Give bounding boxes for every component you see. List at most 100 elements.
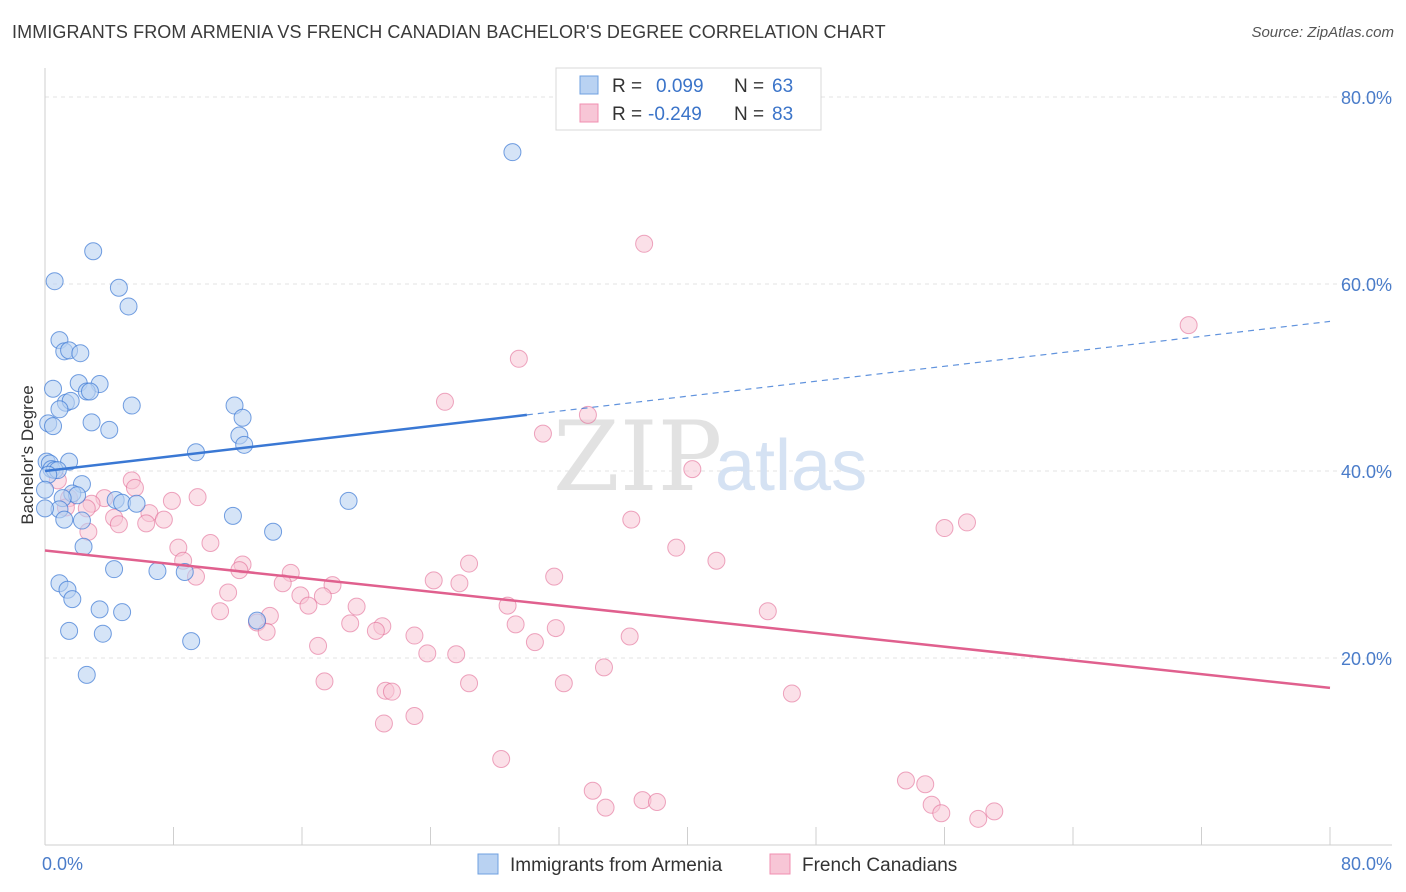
armenia-point-49: [148, 562, 167, 581]
french-point-21: [154, 510, 173, 529]
armenia-point-19: [233, 408, 252, 427]
french-point-61: [418, 644, 437, 663]
french-point-45: [347, 597, 366, 616]
french-point-57: [405, 626, 424, 645]
french-canadians-points: [48, 234, 1198, 828]
armenia-point-4: [119, 297, 138, 316]
bottom-legend-label-armenia: Immigrants from Armenia: [510, 855, 723, 876]
french-point-56: [366, 621, 385, 640]
french-point-42: [313, 587, 332, 606]
french-point-38: [424, 571, 443, 590]
armenia-point-50: [175, 562, 194, 581]
legend-r-label-french: R =: [612, 104, 642, 125]
french-point-58: [620, 627, 639, 646]
armenia-point-60: [77, 665, 96, 684]
trend-lines: [44, 320, 1331, 690]
french-point-73: [916, 775, 935, 794]
armenia-points: [36, 143, 522, 684]
french-point-65: [460, 674, 479, 693]
armenia-point-8: [71, 344, 90, 363]
french-point-53: [506, 615, 525, 634]
french-point-78: [647, 792, 666, 811]
french-point-24: [957, 513, 976, 532]
french-point-5: [533, 424, 552, 443]
source-credit: Source: ZipAtlas.com: [1251, 24, 1394, 41]
armenia-point-1: [84, 242, 103, 261]
french-point-54: [546, 619, 565, 638]
french-point-26: [201, 533, 220, 552]
x-tick-label-0: 0.0%: [42, 854, 83, 874]
armenia-point-62: [36, 480, 54, 499]
legend-r-value-armenia: 0.099: [656, 76, 704, 97]
french-point-22: [622, 510, 641, 529]
french-point-19: [137, 514, 156, 533]
grid-lines: [45, 96, 1392, 659]
french-point-70: [405, 706, 424, 725]
french-point-43: [450, 574, 469, 593]
legend-n-value-armenia: 63: [772, 76, 793, 97]
x-tick-label-1: 80.0%: [1341, 854, 1392, 874]
french-point-3: [435, 392, 454, 411]
french-point-29: [460, 554, 479, 573]
armenia-point-56: [248, 611, 267, 630]
armenia-point-47: [74, 537, 93, 556]
armenia-point-11: [44, 379, 63, 398]
french-point-20: [109, 515, 128, 534]
legend-r-label-armenia: R =: [612, 76, 642, 97]
armenia-point-58: [93, 624, 112, 643]
french-point-64: [315, 672, 334, 691]
tick-labels: 20.0% 40.0% 60.0% 80.0% 0.0% 80.0%: [42, 88, 1392, 874]
bottom-legend-label-french: French Canadians: [802, 855, 957, 876]
french-trend-line: [44, 549, 1331, 690]
french-point-71: [374, 714, 393, 733]
armenia-point-16: [122, 396, 141, 415]
armenia-point-55: [113, 603, 132, 622]
french-point-76: [596, 798, 615, 817]
french-point-69: [782, 684, 801, 703]
legend-n-value-french: 83: [772, 104, 793, 125]
bottom-legend-swatch-armenia: [477, 853, 499, 875]
armenia-point-13: [80, 382, 99, 401]
french-point-30: [707, 551, 726, 570]
french-point-81: [969, 809, 988, 828]
legend-n-label-armenia: N =: [734, 76, 764, 97]
french-point-59: [525, 633, 544, 652]
french-point-80: [932, 804, 951, 823]
french-point-13: [188, 488, 207, 507]
armenia-point-3: [109, 278, 128, 297]
french-point-62: [447, 645, 466, 664]
french-point-6: [683, 460, 702, 479]
french-point-47: [211, 602, 230, 621]
french-point-2: [509, 349, 528, 368]
armenia-point-42: [339, 491, 358, 510]
french-point-66: [554, 674, 573, 693]
series-legend: Immigrants from Armenia French Canadians: [477, 853, 957, 876]
french-point-4: [578, 405, 597, 424]
french-point-51: [341, 614, 360, 633]
armenia-point-53: [63, 590, 82, 609]
french-point-49: [758, 602, 777, 621]
y-tick-label-0: 20.0%: [1341, 649, 1392, 669]
armenia-point-61: [36, 499, 54, 518]
armenia-point-2: [45, 272, 64, 291]
legend-n-label-french: N =: [734, 104, 764, 125]
french-point-23: [935, 519, 954, 538]
french-point-0: [635, 234, 654, 253]
armenia-point-45: [223, 506, 242, 525]
french-point-12: [125, 478, 144, 497]
french-point-63: [594, 658, 613, 677]
armenia-point-25: [235, 435, 254, 454]
armenia-point-0: [503, 143, 522, 162]
french-point-72: [492, 749, 511, 768]
armenia-point-46: [264, 522, 283, 541]
armenia-point-54: [90, 600, 109, 619]
armenia-point-44: [72, 511, 91, 530]
legend-r-value-french: -0.249: [648, 104, 702, 125]
french-point-68: [382, 682, 401, 701]
armenia-trend-line: [44, 413, 528, 473]
chart-title: IMMIGRANTS FROM ARMENIA VS FRENCH CANADI…: [12, 22, 886, 42]
armenia-point-57: [60, 621, 79, 640]
armenia-point-21: [44, 417, 63, 436]
y-tick-label-3: 80.0%: [1341, 88, 1392, 108]
french-point-39: [545, 567, 564, 586]
